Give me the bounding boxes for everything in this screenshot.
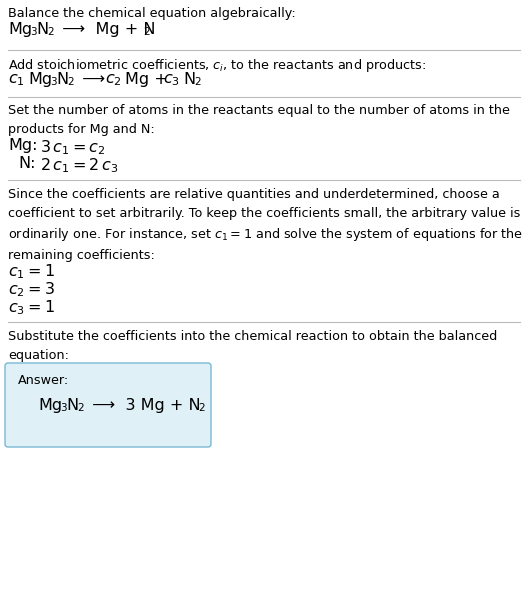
- FancyBboxPatch shape: [5, 363, 211, 447]
- Text: 2: 2: [198, 403, 205, 413]
- Text: Mg: Mg: [38, 398, 62, 413]
- Text: $c_3 = 1$: $c_3 = 1$: [8, 298, 55, 317]
- Text: Mg +: Mg +: [125, 72, 173, 87]
- Text: N: N: [56, 72, 68, 87]
- Text: N:: N:: [18, 156, 35, 171]
- Text: $c_1$: $c_1$: [8, 72, 25, 88]
- Text: Mg: Mg: [8, 22, 32, 37]
- Text: Mg:: Mg:: [8, 138, 37, 153]
- Text: 3: 3: [50, 77, 56, 87]
- Text: N: N: [66, 398, 78, 413]
- Text: Answer:: Answer:: [18, 374, 69, 387]
- Text: $3\,c_1 = c_2$: $3\,c_1 = c_2$: [40, 138, 106, 157]
- Text: N: N: [183, 72, 195, 87]
- Text: 3: 3: [30, 27, 36, 37]
- Text: 2: 2: [194, 77, 201, 87]
- Text: 2: 2: [77, 403, 83, 413]
- Text: $c_1 = 1$: $c_1 = 1$: [8, 262, 55, 281]
- Text: Substitute the coefficients into the chemical reaction to obtain the balanced
eq: Substitute the coefficients into the che…: [8, 330, 497, 362]
- Text: Set the number of atoms in the reactants equal to the number of atoms in the
pro: Set the number of atoms in the reactants…: [8, 104, 510, 136]
- Text: ⟶: ⟶: [72, 72, 116, 87]
- Text: 2: 2: [143, 27, 149, 37]
- Text: $2\,c_1 = 2\,c_3$: $2\,c_1 = 2\,c_3$: [40, 156, 118, 175]
- Text: 3: 3: [60, 403, 67, 413]
- Text: Add stoichiometric coefficients, $c_i$, to the reactants and products:: Add stoichiometric coefficients, $c_i$, …: [8, 57, 426, 74]
- Text: 2: 2: [67, 77, 73, 87]
- Text: $c_3$: $c_3$: [163, 72, 180, 88]
- Text: $c_2$: $c_2$: [105, 72, 122, 88]
- Text: Balance the chemical equation algebraically:: Balance the chemical equation algebraica…: [8, 7, 296, 20]
- Text: N: N: [36, 22, 48, 37]
- Text: 2: 2: [47, 27, 54, 37]
- Text: ⟶  3 Mg + N: ⟶ 3 Mg + N: [82, 398, 201, 413]
- Text: ⟶  Mg + N: ⟶ Mg + N: [52, 22, 156, 37]
- Text: Since the coefficients are relative quantities and underdetermined, choose a
coe: Since the coefficients are relative quan…: [8, 188, 523, 261]
- Text: $c_2 = 3$: $c_2 = 3$: [8, 280, 55, 299]
- Text: Mg: Mg: [28, 72, 52, 87]
